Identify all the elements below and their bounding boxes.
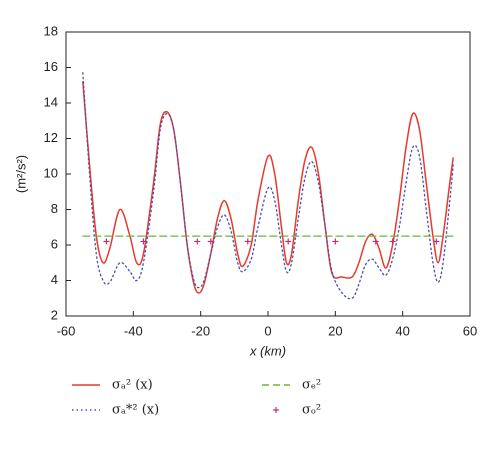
marker: [194, 238, 201, 245]
y-tick-label: 12: [44, 130, 58, 145]
x-tick-label: -60: [57, 323, 76, 338]
marker: [372, 238, 379, 245]
y-tick-label: 4: [51, 272, 58, 287]
legend-label: σₐ² (x): [112, 378, 153, 393]
x-axis-label: x (km): [249, 343, 286, 358]
legend-label: σₑ²: [302, 378, 321, 393]
legend-marker: [273, 407, 279, 413]
y-tick-label: 2: [51, 307, 58, 322]
legend-label: σₒ²: [302, 403, 321, 418]
x-tick-label: 0: [264, 323, 271, 338]
marker: [332, 238, 339, 245]
marker: [433, 238, 440, 245]
series-line: [82, 80, 454, 294]
plot-frame: [65, 31, 471, 317]
marker: [140, 238, 147, 245]
y-tick-label: 10: [44, 165, 58, 180]
legend-label: σₐ*² (x): [112, 403, 159, 418]
y-tick-label: 18: [44, 23, 58, 38]
x-tick-label: 60: [463, 323, 477, 338]
y-tick-label: 6: [51, 236, 58, 251]
y-tick-label: 14: [44, 94, 58, 109]
marker: [389, 238, 396, 245]
marker: [244, 238, 251, 245]
x-tick-label: 20: [328, 323, 342, 338]
marker: [285, 238, 292, 245]
y-tick-label: 8: [51, 201, 58, 216]
y-tick-label: 16: [44, 59, 58, 74]
marker: [207, 238, 214, 245]
marker: [103, 238, 110, 245]
y-axis-label: (m²/s²): [13, 155, 28, 193]
x-tick-label: -40: [124, 323, 143, 338]
x-tick-label: -20: [191, 323, 210, 338]
x-tick-label: 40: [395, 323, 409, 338]
